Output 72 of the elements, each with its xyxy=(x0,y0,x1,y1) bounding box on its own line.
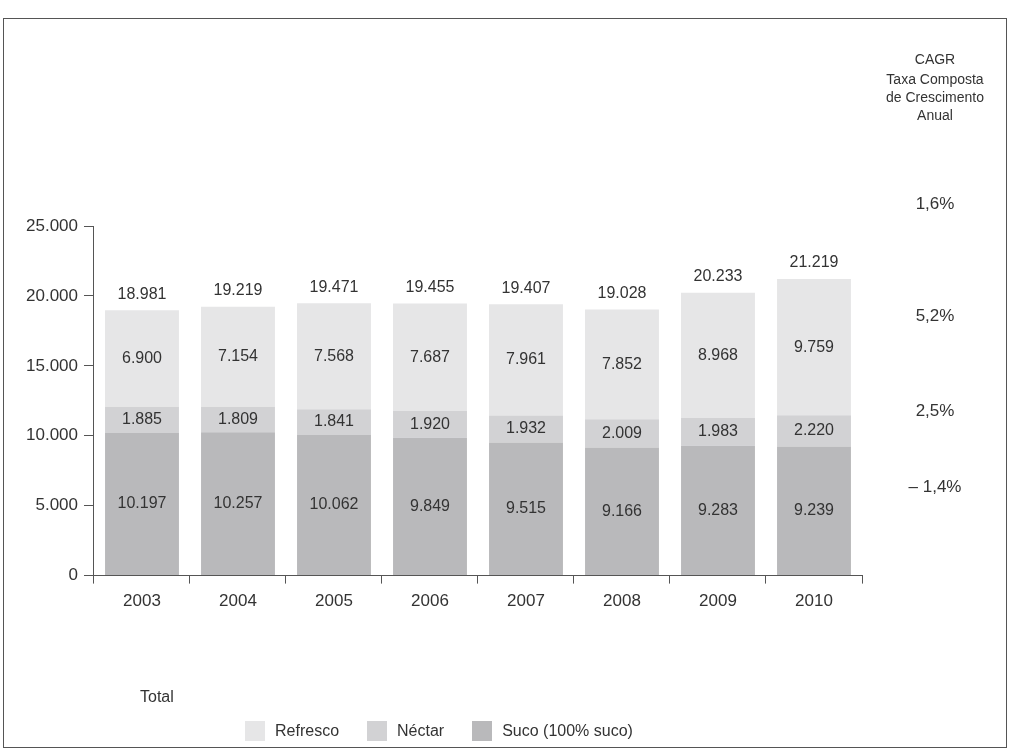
total-label: 19.028 xyxy=(597,283,647,301)
bar xyxy=(297,434,371,576)
data-label: 2.220 xyxy=(793,421,835,439)
text: – 1,4% xyxy=(907,476,963,498)
total-label: 18.981 xyxy=(117,284,167,302)
data-label: 7.568 xyxy=(313,346,355,364)
bar xyxy=(201,432,275,576)
data-label: 6.900 xyxy=(121,348,163,366)
total-label: 20.233 xyxy=(693,267,743,285)
total-label: 19.471 xyxy=(309,277,359,295)
x-tick-label: 2005 xyxy=(315,591,353,611)
legend-label: Refresco xyxy=(275,722,340,740)
bar xyxy=(489,442,563,576)
data-label: 10.197 xyxy=(117,494,167,512)
bar xyxy=(777,278,851,416)
data-label: 9.515 xyxy=(505,499,547,517)
data-label: 1.932 xyxy=(505,419,547,437)
data-label: 10.062 xyxy=(309,495,359,513)
y-tick-label: 0 xyxy=(68,565,78,585)
bar xyxy=(393,437,467,576)
total-label: 19.455 xyxy=(405,277,455,295)
text: 2,5% xyxy=(914,400,956,422)
data-label: 1.809 xyxy=(217,409,259,427)
bar xyxy=(201,306,275,407)
text: 1,6% xyxy=(914,193,956,215)
bar xyxy=(105,433,179,576)
data-label: 7.961 xyxy=(505,350,547,368)
legend-label: Suco (100% suco) xyxy=(502,722,633,740)
data-label: 9.166 xyxy=(601,501,643,519)
data-label: 9.849 xyxy=(409,496,451,514)
bar xyxy=(297,303,371,410)
data-label: 2.009 xyxy=(601,423,643,441)
x-tick-label: 2008 xyxy=(603,591,641,611)
x-tick-label: 2003 xyxy=(123,591,161,611)
y-tick-label: 10.000 xyxy=(26,425,78,445)
bar xyxy=(777,446,851,576)
x-tick-label: 2004 xyxy=(219,591,257,611)
data-label: 7.852 xyxy=(601,354,643,372)
x-tick-label: 2006 xyxy=(411,591,449,611)
data-label: 9.239 xyxy=(793,501,835,519)
bar xyxy=(585,447,659,576)
legend-label: Néctar xyxy=(397,722,445,740)
bar xyxy=(393,303,467,412)
data-label: 7.154 xyxy=(217,347,259,365)
bar xyxy=(489,304,563,416)
data-label: 9.283 xyxy=(697,500,739,518)
y-tick-label: 5.000 xyxy=(35,495,78,515)
x-tick-label: 2007 xyxy=(507,591,545,611)
bar xyxy=(585,309,659,420)
data-label: 10.257 xyxy=(213,494,263,512)
total-label: 19.219 xyxy=(213,281,263,299)
bar xyxy=(681,292,755,419)
y-tick-label: 20.000 xyxy=(26,285,78,305)
data-label: 1.920 xyxy=(409,414,451,432)
data-label: 1.983 xyxy=(697,422,739,440)
text: CAGR xyxy=(913,50,957,69)
data-label: 9.759 xyxy=(793,337,835,355)
data-label: 1.841 xyxy=(313,412,355,430)
text: Total xyxy=(140,688,174,706)
bar xyxy=(681,445,755,576)
x-tick-label: 2009 xyxy=(699,591,737,611)
data-label: 1.885 xyxy=(121,410,163,428)
data-label: 7.687 xyxy=(409,347,451,365)
text: 5,2% xyxy=(914,305,956,327)
text: Taxa Composta de Crescimento Anual xyxy=(885,70,985,125)
y-tick-label: 15.000 xyxy=(26,355,78,375)
total-label: 19.407 xyxy=(501,278,551,296)
data-label: 8.968 xyxy=(697,345,739,363)
bar xyxy=(105,310,179,407)
y-tick-label: 25.000 xyxy=(26,215,78,235)
x-tick-label: 2010 xyxy=(795,591,833,611)
total-label: 21.219 xyxy=(789,253,839,271)
